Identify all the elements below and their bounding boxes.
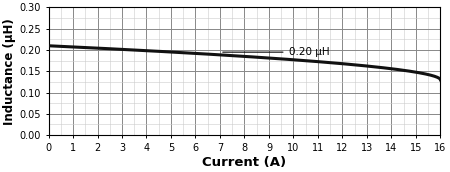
Y-axis label: Inductance (μH): Inductance (μH)	[4, 18, 17, 125]
X-axis label: Current (A): Current (A)	[202, 155, 287, 169]
Text: 0.20 μH: 0.20 μH	[223, 47, 329, 57]
